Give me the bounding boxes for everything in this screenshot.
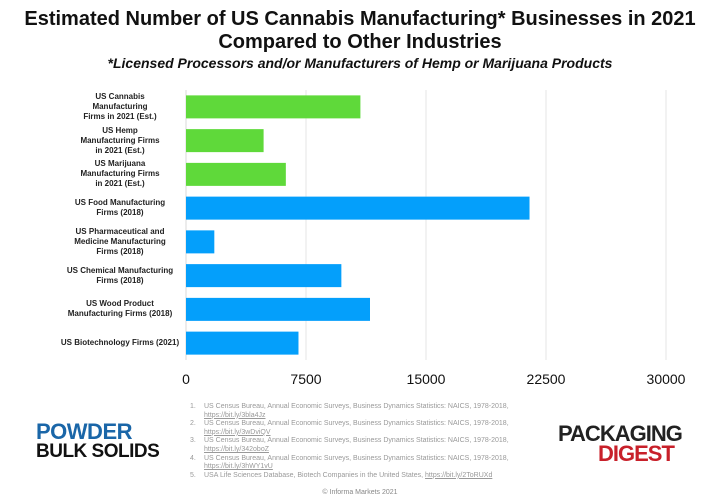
chart-title: Estimated Number of US Cannabis Manufact… <box>0 8 720 54</box>
category-label: US Chemical Manufacturing Firms (2018) <box>60 266 180 286</box>
footnote-text: US Census Bureau, Annual Economic Survey… <box>204 403 509 410</box>
footnote-link[interactable]: https://bit.ly/3bla4Jz <box>204 411 266 419</box>
x-tick-label: 15000 <box>407 371 446 387</box>
bar <box>186 162 286 186</box>
logo-line-1: PACKAGING <box>558 421 683 446</box>
category-label-line: Firms (2018) <box>96 275 144 285</box>
footnote: 1. US Census Bureau, Annual Economic Surv… <box>190 403 530 420</box>
bar <box>186 129 264 153</box>
footnote-link[interactable]: https://bit.ly/3hWY1vU <box>204 463 273 471</box>
x-tick-label: 22500 <box>527 371 566 387</box>
footnote: 3. US Census Bureau, Annual Economic Surv… <box>190 437 530 454</box>
footnote-number: 5. <box>190 471 196 479</box>
bar <box>186 297 370 321</box>
footnote-number: 4. <box>190 454 196 462</box>
chart-subtitle: *Licensed Processors and/or Manufacturer… <box>107 55 613 71</box>
chart-title-line-2: Compared to Other Industries <box>218 31 502 53</box>
footnote-text: US Census Bureau, Annual Economic Survey… <box>204 437 509 445</box>
category-label: US Biotechnology Firms (2021) <box>60 338 180 348</box>
category-label: US Marijuana Manufacturing Firms in 2021 (… <box>60 159 180 189</box>
bars <box>186 95 530 355</box>
logo-line-2: BULK SOLIDS <box>36 441 160 462</box>
x-tick-label: 30000 <box>647 371 686 387</box>
bar <box>186 196 530 220</box>
footnote: 5. USA Life Sciences Database, Biotech Co… <box>190 472 530 481</box>
category-label: US Food Manufacturing Firms (2018) <box>60 198 180 218</box>
powder-bulk-solids-logo: POWDER BULK SOLIDS <box>36 419 166 462</box>
footnote: 2. US Census Bureau, Annual Economic Surv… <box>190 420 530 437</box>
category-label: US Pharmaceutical and Medicine Manufactur… <box>60 227 180 257</box>
packaging-digest-logo: PACKAGING DIGEST <box>558 421 698 466</box>
footnote-number: 1. <box>190 403 196 410</box>
category-label-line: US Chemical Manufacturing <box>66 265 174 275</box>
category-label-line: US Food Manufacturing <box>74 198 166 208</box>
category-label-line: Medicine Manufacturing <box>74 236 166 246</box>
category-label-line: US Marijuana <box>94 159 146 169</box>
footnote-link[interactable]: https://bit.ly/342oboZ <box>204 445 269 453</box>
chart-title-line-1: Estimated Number of US Cannabis Manufact… <box>24 8 696 30</box>
category-label-line: US Pharmaceutical and <box>75 226 165 236</box>
x-axis-ticks: 0 7500 15000 22500 30000 <box>182 371 686 387</box>
logo-line-1: POWDER <box>36 419 133 444</box>
x-tick-label: 7500 <box>290 371 321 387</box>
footnote-link[interactable]: https://bit.ly/3wDviQV <box>204 428 271 436</box>
category-label: US Wood Product Manufacturing Firms (2018… <box>60 299 180 319</box>
logo-line-2: DIGEST <box>598 441 675 466</box>
category-label-line: US Wood Product <box>86 299 154 309</box>
footnote-text: US Census Bureau, Annual Economic Survey… <box>204 454 509 462</box>
bar <box>186 264 342 288</box>
category-label-line: Manufacturing Firms <box>80 169 160 179</box>
bar <box>186 331 299 355</box>
footnote-text: US Census Bureau, Annual Economic Survey… <box>204 420 509 428</box>
category-label-line: Firms (2018) <box>96 246 144 256</box>
category-label-line: Manufacturing Firms <box>80 135 160 145</box>
category-label-line: in 2021 (Est.) <box>95 145 145 155</box>
category-label-line: US Cannabis <box>95 91 145 101</box>
category-label-line: in 2021 (Est.) <box>95 179 145 189</box>
category-label: US Hemp Manufacturing Firms in 2021 (Est.) <box>60 126 180 156</box>
bar <box>186 230 215 254</box>
category-label-line: Manufacturing Firms (2018) <box>67 309 173 319</box>
copyright: © Informa Markets 2021 <box>322 489 398 496</box>
footnote-number: 3. <box>190 437 196 445</box>
footnotes: 1. US Census Bureau, Annual Economic Surv… <box>190 403 530 480</box>
category-label-line: Manufacturing <box>92 101 148 111</box>
bar <box>186 95 361 119</box>
category-label-line: Firms in 2021 (Est.) <box>83 111 157 121</box>
category-label-line: Firms (2018) <box>96 208 144 218</box>
footnote-number: 2. <box>190 420 196 428</box>
bar-chart: 0 7500 15000 22500 30000 <box>182 90 686 387</box>
footnote-link[interactable]: https://bit.ly/2ToRUXd <box>425 471 493 479</box>
category-label-line: US Biotechnology Firms (2021) <box>60 338 180 348</box>
category-label: US Cannabis Manufacturing Firms in 2021 (E… <box>60 92 180 122</box>
x-tick-label: 0 <box>182 371 190 387</box>
footnote-text: USA Life Sciences Database, Biotech Comp… <box>204 471 424 479</box>
category-label-line: US Hemp <box>102 125 138 135</box>
footnote: 4. US Census Bureau, Annual Economic Surv… <box>190 455 530 472</box>
